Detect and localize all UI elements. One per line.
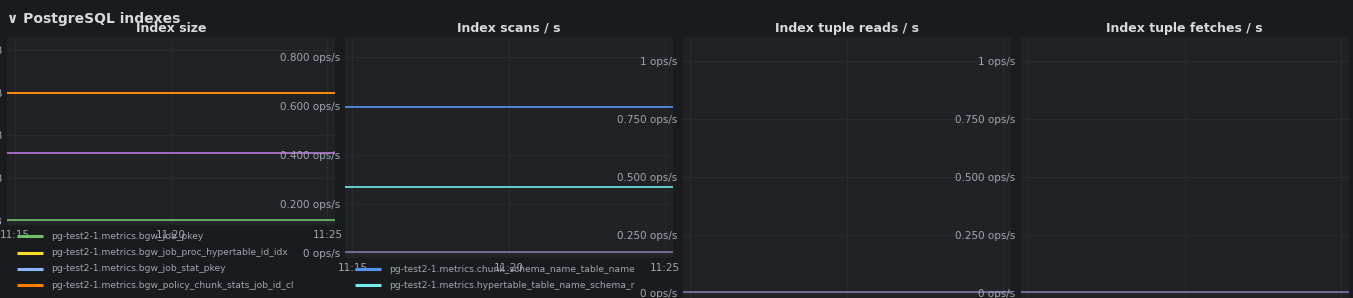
Text: pg-test2-1.metrics.bgw_policy_chunk_stats_job_id_cl: pg-test2-1.metrics.bgw_policy_chunk_stat… xyxy=(51,280,294,290)
Title: Index tuple reads / s: Index tuple reads / s xyxy=(775,22,919,35)
Text: pg-test2-1.metrics.bgw_job_proc_hypertable_id_idx: pg-test2-1.metrics.bgw_job_proc_hypertab… xyxy=(51,248,288,257)
Title: Index size: Index size xyxy=(135,22,206,35)
Text: pg-test2-1.metrics.bgw_job_stat_pkey: pg-test2-1.metrics.bgw_job_stat_pkey xyxy=(51,264,226,273)
Text: pg-test2-1.metrics.hypertable_table_name_schema_r: pg-test2-1.metrics.hypertable_table_name… xyxy=(390,281,635,290)
Title: Index scans / s: Index scans / s xyxy=(457,22,560,35)
Text: pg-test2-1.metrics.bgw_job_pkey: pg-test2-1.metrics.bgw_job_pkey xyxy=(51,232,203,241)
Text: ∨ PostgreSQL indexes: ∨ PostgreSQL indexes xyxy=(7,12,180,26)
Title: Index tuple fetches / s: Index tuple fetches / s xyxy=(1107,22,1264,35)
Text: pg-test2-1.metrics.chunk_schema_name_table_name: pg-test2-1.metrics.chunk_schema_name_tab… xyxy=(390,265,635,274)
